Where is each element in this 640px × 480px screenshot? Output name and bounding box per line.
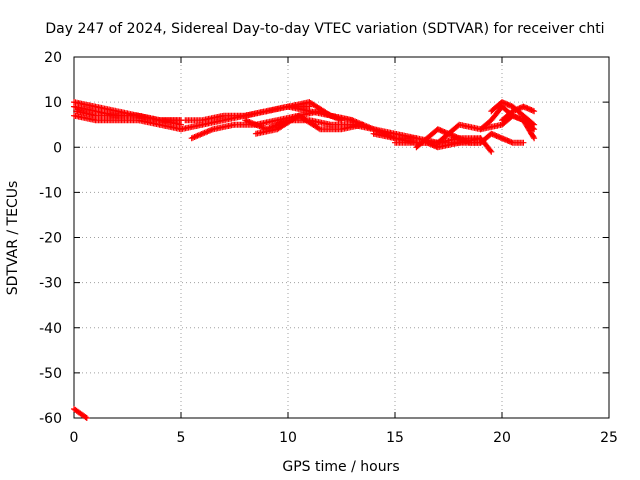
chart-title: Day 247 of 2024, Sidereal Day-to-day VTE… [45, 21, 604, 37]
y-tick-label: -30 [39, 276, 62, 292]
y-tick-label: -20 [39, 231, 62, 247]
data-track-8 [252, 112, 366, 137]
data-points [71, 99, 538, 421]
y-tick-label: 10 [44, 95, 62, 111]
axis-ticks: 0 5 10 15 20 25 -60 -50 -40 -30 -20 -10 0 10 20 [39, 50, 618, 446]
data-track-3 [73, 108, 184, 124]
data-track-2 [71, 112, 184, 133]
y-axis-label: SDTVAR / TECUs [5, 181, 21, 296]
x-tick-label: 10 [279, 430, 297, 446]
data-marks [499, 103, 538, 124]
data-track-17 [499, 103, 538, 124]
x-axis-label: GPS time / hours [282, 459, 399, 475]
y-tick-label: -10 [39, 185, 62, 201]
y-tick-label: -60 [39, 411, 62, 427]
x-tick-label: 5 [177, 430, 186, 446]
x-tick-label: 20 [493, 430, 511, 446]
data-marks [71, 112, 184, 133]
y-tick-label: -40 [39, 321, 62, 337]
x-tick-label: 15 [386, 430, 404, 446]
y-tick-label: 0 [53, 140, 62, 156]
data-marks [71, 406, 90, 421]
y-tick-label: -50 [39, 366, 62, 382]
data-marks [252, 112, 366, 137]
x-tick-label: 0 [70, 430, 79, 446]
y-tick-label: 20 [44, 50, 62, 66]
x-tick-label: 25 [600, 430, 618, 446]
data-track-18 [71, 406, 90, 421]
data-marks [182, 99, 356, 124]
data-marks [73, 108, 184, 124]
data-track-5 [182, 99, 356, 124]
